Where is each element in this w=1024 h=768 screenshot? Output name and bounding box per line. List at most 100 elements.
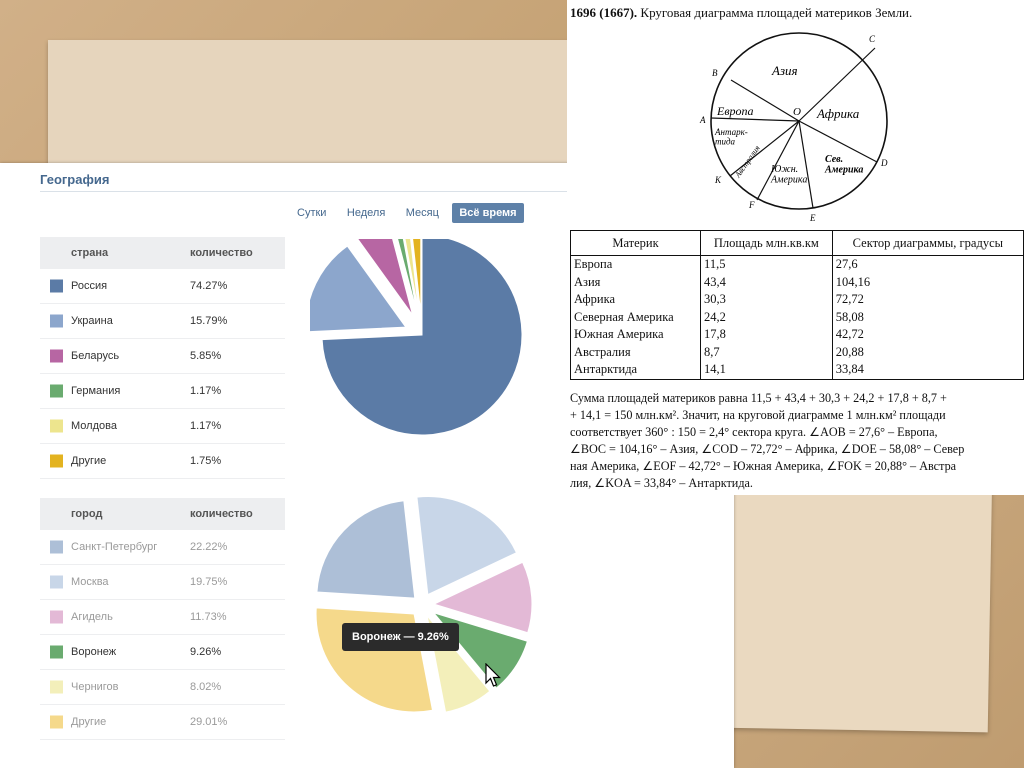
color-swatch <box>50 349 63 363</box>
city-name: Воронеж <box>71 646 117 658</box>
country-row: Другие 1.75% <box>40 444 285 479</box>
city-row: Санкт-Петербург 22.22% <box>40 530 285 565</box>
color-swatch <box>50 419 63 433</box>
city-row: Чернигов 8.02% <box>40 670 285 705</box>
color-swatch <box>50 454 63 468</box>
point-e: E <box>809 213 816 223</box>
tab-all-time[interactable]: Всё время <box>452 203 524 223</box>
table-header: страна количество <box>40 237 285 269</box>
country-row: Украина 15.79% <box>40 304 285 339</box>
city-row: Москва 19.75% <box>40 565 285 600</box>
continent-name: Австралия <box>569 343 702 361</box>
countries-table: страна количество Россия 74.27% Украина 15.… <box>40 237 285 479</box>
pie-slice-Москва[interactable] <box>416 496 518 596</box>
continent-area: 8,7 <box>700 343 833 361</box>
table-row: Азия 43,4 104,16 <box>569 273 1024 291</box>
tab-week[interactable]: Неделя <box>346 207 386 219</box>
table-row: Африка 30,3 72,72 <box>569 291 1024 309</box>
divider <box>40 191 720 192</box>
table-row: Европа 11,5 27,6 <box>569 255 1024 274</box>
point-a: A <box>699 115 706 125</box>
problem-text: Круговая диаграмма площадей материков Зе… <box>640 5 913 20</box>
text-line: ∠BOC = 104,16° – Азия, ∠COD – 72,72° – А… <box>570 442 965 456</box>
continent-sector: 20,88 <box>831 343 1024 361</box>
pie-slice-Молдова[interactable] <box>401 239 420 314</box>
label-europe: Европа <box>716 104 754 118</box>
pie-slice-Санкт-Петербург[interactable] <box>316 500 416 599</box>
text-line: лия, ∠KOA = 33,84° – Антарктида. <box>570 476 753 490</box>
continent-sector: 42,72 <box>831 326 1024 344</box>
table-row: Южная Америка 17,8 42,72 <box>569 326 1024 344</box>
column-header-continent: Материк <box>569 230 702 256</box>
label-antarctica: Антарк-тида <box>714 127 748 146</box>
color-swatch <box>50 314 63 328</box>
country-name: Беларусь <box>71 350 120 362</box>
color-swatch <box>50 680 63 694</box>
city-percent: 11.73% <box>190 611 227 623</box>
color-swatch <box>50 279 63 293</box>
paper-sheet <box>717 467 993 733</box>
column-header-city: город <box>71 508 103 520</box>
color-swatch <box>50 715 63 729</box>
color-swatch <box>50 645 63 659</box>
continent-area: 43,4 <box>700 273 833 291</box>
continent-name: Северная Америка <box>569 308 702 326</box>
pie-slice-Беларусь[interactable] <box>354 239 414 316</box>
solution-text: Сумма площадей материков равна 11,5 + 43… <box>570 390 1024 492</box>
label-south-america: Южн. Америка <box>770 164 807 186</box>
point-f: F <box>748 200 755 210</box>
pie-slice-Украина[interactable] <box>310 245 407 333</box>
point-d: D <box>880 158 888 168</box>
point-k: K <box>714 175 722 185</box>
text-line: + 14,1 = 150 млн.км². Значит, на кругово… <box>570 408 946 422</box>
continent-sector: 58,08 <box>831 308 1024 326</box>
continent-name: Европа <box>569 255 702 274</box>
label-africa: Африка <box>816 106 860 121</box>
column-header-count: количество <box>190 247 253 259</box>
continent-area: 24,2 <box>700 308 833 326</box>
pie-slice-Другие[interactable] <box>410 239 422 314</box>
city-percent: 8.02% <box>190 681 222 693</box>
color-swatch <box>50 384 63 398</box>
column-header-country: страна <box>71 247 109 259</box>
problem-number: 1696 (1667). <box>570 5 638 20</box>
country-name: Россия <box>71 280 108 292</box>
continent-circle-diagram: Азия Европа Африка Антарк-тида Сев. Амери… <box>699 32 888 223</box>
continents-table: Материк Площадь млн.кв.км Сектор диаграм… <box>569 230 1024 380</box>
country-percent: 15.79% <box>190 315 228 327</box>
country-name: Молдова <box>71 420 117 432</box>
countries-pie-chart[interactable] <box>310 239 560 459</box>
continent-area: 14,1 <box>700 361 833 380</box>
chart-tooltip: Воронеж — 9.26% <box>342 623 459 651</box>
continent-name: Южная Америка <box>569 326 702 344</box>
table-row: Антарктида 14,1 33,84 <box>569 361 1024 380</box>
city-name: Москва <box>71 576 109 588</box>
label-asia: Азия <box>771 63 798 78</box>
country-row: Россия 74.27% <box>40 269 285 304</box>
city-row: Агидель 11.73% <box>40 600 285 635</box>
city-row: Другие 29.01% <box>40 705 285 740</box>
section-title: География <box>40 172 110 187</box>
continent-sector: 27,6 <box>831 255 1024 274</box>
color-swatch <box>50 575 63 589</box>
continent-sector: 104,16 <box>831 273 1024 291</box>
tab-day[interactable]: Сутки <box>297 207 327 219</box>
pie-slice-Россия[interactable] <box>321 239 523 436</box>
continent-area: 17,8 <box>700 326 833 344</box>
table-row: Северная Америка 24,2 58,08 <box>569 308 1024 326</box>
cities-pie-chart[interactable] <box>310 493 560 723</box>
paper-sheet <box>48 40 608 180</box>
continent-sector: 33,84 <box>831 361 1024 380</box>
city-percent: 22.22% <box>190 541 228 553</box>
textbook-scan: 1696 (1667). Круговая диаграмма площадей… <box>567 0 1024 495</box>
column-header-count: количество <box>190 508 253 520</box>
city-name: Санкт-Петербург <box>71 541 158 553</box>
city-name: Другие <box>71 716 107 728</box>
country-percent: 5.85% <box>190 350 222 362</box>
country-row: Германия 1.17% <box>40 374 285 409</box>
pie-slice-Агидель[interactable] <box>432 561 533 634</box>
city-name: Агидель <box>71 611 113 623</box>
city-percent: 29.01% <box>190 716 228 728</box>
tab-month[interactable]: Месяц <box>405 207 439 219</box>
continent-sector: 72,72 <box>831 291 1024 309</box>
